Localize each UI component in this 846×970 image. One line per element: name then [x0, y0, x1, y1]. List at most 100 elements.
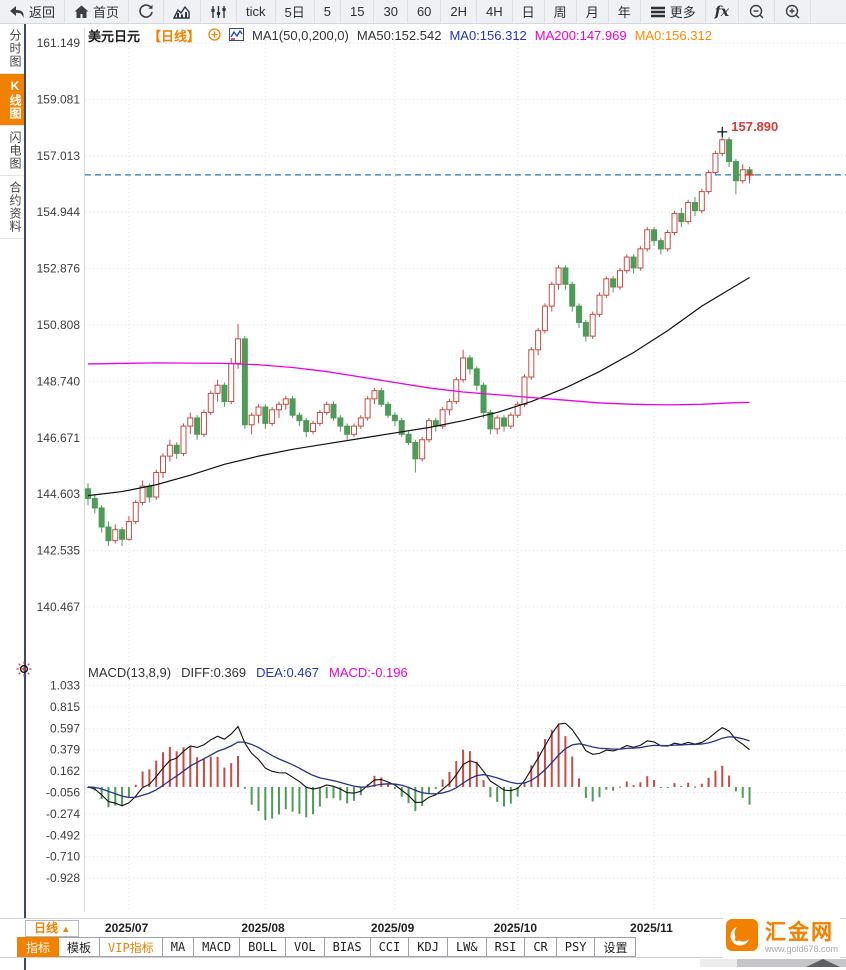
svg-text:-0.274: -0.274 — [46, 807, 80, 821]
tab-indicator[interactable]: 指标 — [17, 937, 60, 957]
x-axis-row: 日线 ▲ 2025/07 2025/08 2025/09 2025/10 2025/11 — [0, 918, 846, 938]
svg-text:157.013: 157.013 — [37, 149, 81, 163]
svg-text:0.162: 0.162 — [50, 764, 80, 778]
tab-vip-indicator[interactable]: VIP指标 — [100, 937, 163, 957]
more-button-label: 更多 — [669, 5, 696, 20]
site-logo: 汇金网 www.gold678.com — [722, 916, 840, 959]
fx-indicator-button[interactable]: fx — [706, 0, 740, 23]
macd-header: MACD(13,8,9) DIFF:0.369 DEA:0.467 MACD:-… — [88, 665, 408, 680]
svg-text:0.597: 0.597 — [50, 721, 80, 735]
tab-cr[interactable]: CR — [525, 937, 557, 957]
interval-30-button[interactable]: 30 — [374, 0, 408, 23]
x-axis-label: 2025/10 — [493, 921, 538, 935]
period-label: 日线 — [34, 921, 59, 935]
macd-dea-value: DEA:0.467 — [256, 665, 319, 680]
svg-text:159.081: 159.081 — [37, 92, 81, 106]
refresh-icon — [138, 4, 154, 19]
interval-year-button-label: 年 — [617, 5, 631, 20]
indicator-toolbar: 指标 模板 VIP指标 MA MACD BOLL VOL BIAS CCI KDJ LW& RSI CR… — [0, 937, 846, 958]
interval-day-button-label: 日 — [521, 5, 535, 20]
ma200-value: MA200:147.969 — [534, 28, 627, 43]
interval-month-button-label: 月 — [585, 5, 599, 20]
svg-text:-0.928: -0.928 — [46, 871, 80, 885]
svg-text:152.876: 152.876 — [37, 262, 81, 276]
tab-vol[interactable]: VOL — [285, 937, 325, 957]
back-button[interactable]: 返回 — [0, 0, 66, 23]
menu-icon — [650, 6, 666, 18]
scroll-arrow-icon[interactable] — [806, 959, 840, 967]
macd-title: MACD(13,8,9) — [88, 665, 172, 680]
more-button[interactable]: 更多 — [641, 0, 706, 23]
sidebar-tab-contract-info[interactable]: 合约资料 — [0, 176, 24, 239]
x-axis-label: 2025/08 — [241, 921, 285, 935]
symbol-name: 美元日元 — [88, 29, 141, 44]
zoom-in-button[interactable] — [775, 0, 812, 23]
tab-ma[interactable]: MA — [162, 937, 195, 957]
macd-settings-icon[interactable] — [16, 661, 32, 682]
chart-type-area-button[interactable] — [164, 0, 202, 23]
chart-type-candle-button[interactable] — [201, 0, 238, 23]
svg-text:-0.710: -0.710 — [46, 850, 80, 864]
interval-week-button[interactable]: 周 — [545, 0, 577, 23]
svg-text:146.671: 146.671 — [37, 431, 81, 445]
logo-icon — [725, 918, 759, 957]
scrollbar-handle[interactable] — [737, 959, 846, 967]
tab-bias[interactable]: BIAS — [324, 937, 371, 957]
back-button-label: 返回 — [29, 5, 56, 20]
tab-psy[interactable]: PSY — [556, 937, 596, 957]
interval-month-button[interactable]: 月 — [577, 0, 609, 23]
price-and-macd-chart: 161.149 159.081 157.013 154.944 152.876 150.8… — [37, 28, 846, 912]
period-arrow-icon: ▲ — [61, 924, 71, 934]
svg-text:1.033: 1.033 — [50, 679, 80, 693]
svg-text:154.944: 154.944 — [37, 205, 81, 219]
zoom-out-button[interactable] — [739, 0, 776, 23]
interval-5-button[interactable]: 5 — [315, 0, 341, 23]
tab-lw[interactable]: LW& — [447, 937, 487, 957]
home-button[interactable]: 首页 — [65, 0, 130, 23]
interval-15-button[interactable]: 15 — [341, 0, 375, 23]
period-tag: 【日线】 — [148, 29, 201, 44]
svg-text:-0.492: -0.492 — [46, 828, 80, 842]
interval-week-button-label: 周 — [553, 5, 567, 20]
tab-settings[interactable]: 设置 — [595, 937, 637, 957]
svg-text:157.890: 157.890 — [731, 119, 778, 134]
interval-4h-button-label: 4H — [486, 4, 503, 19]
interval-4h-button[interactable]: 4H — [477, 0, 513, 23]
chart-type-sidebar: 分时图 K线图 闪电图 合约资料 — [0, 24, 26, 970]
sidebar-tab-lightning[interactable]: 闪电图 — [0, 126, 24, 176]
sidebar-tab-time-share[interactable]: 分时图 — [0, 24, 24, 74]
tab-template[interactable]: 模板 — [59, 937, 101, 957]
sidebar-tab-kline[interactable]: K线图 — [0, 74, 24, 126]
tab-rsi[interactable]: RSI — [486, 937, 526, 957]
tab-kdj[interactable]: KDJ — [409, 937, 448, 957]
interval-5-button-label: 5 — [323, 4, 331, 19]
interval-30-button-label: 30 — [383, 4, 398, 19]
ma-config-label: MA1(50,0,200,0) — [252, 28, 349, 43]
tab-cci[interactable]: CCI — [370, 937, 410, 957]
interval-5d-button-label: 5日 — [284, 5, 305, 20]
tab-macd[interactable]: MACD — [194, 937, 241, 957]
tab-boll[interactable]: BOLL — [240, 937, 286, 957]
interval-60-button[interactable]: 60 — [408, 0, 442, 23]
add-indicator-icon[interactable] — [208, 27, 221, 44]
mini-chart-icon — [229, 27, 245, 44]
svg-text:161.149: 161.149 — [37, 36, 81, 50]
sliders-icon — [210, 5, 227, 19]
interval-year-button[interactable]: 年 — [609, 0, 641, 23]
interval-tick-button[interactable]: tick — [237, 0, 276, 23]
fx-indicator-button-label: fx — [714, 3, 730, 20]
svg-text:148.740: 148.740 — [37, 374, 81, 388]
interval-2h-button[interactable]: 2H — [441, 0, 478, 23]
ma0-blue-value: MA0:156.312 — [449, 28, 527, 43]
x-axis-label: 2025/09 — [370, 921, 415, 935]
interval-5d-button[interactable]: 5日 — [276, 0, 315, 23]
interval-day-button[interactable]: 日 — [513, 0, 545, 23]
interval-2h-button-label: 2H — [450, 4, 468, 19]
ma0-orange-value: MA0:156.312 — [634, 28, 712, 43]
horizontal-scrollbar[interactable] — [700, 959, 846, 967]
svg-text:140.467: 140.467 — [37, 600, 81, 614]
period-selector[interactable]: 日线 ▲ — [25, 920, 80, 937]
chart-header: 美元日元 【日线】 MA1(50,0,200,0) MA50:152.542 M… — [88, 26, 712, 45]
chart-area: 161.149 159.081 157.013 154.944 152.876 150.8… — [0, 24, 846, 918]
refresh-button[interactable] — [129, 0, 165, 23]
